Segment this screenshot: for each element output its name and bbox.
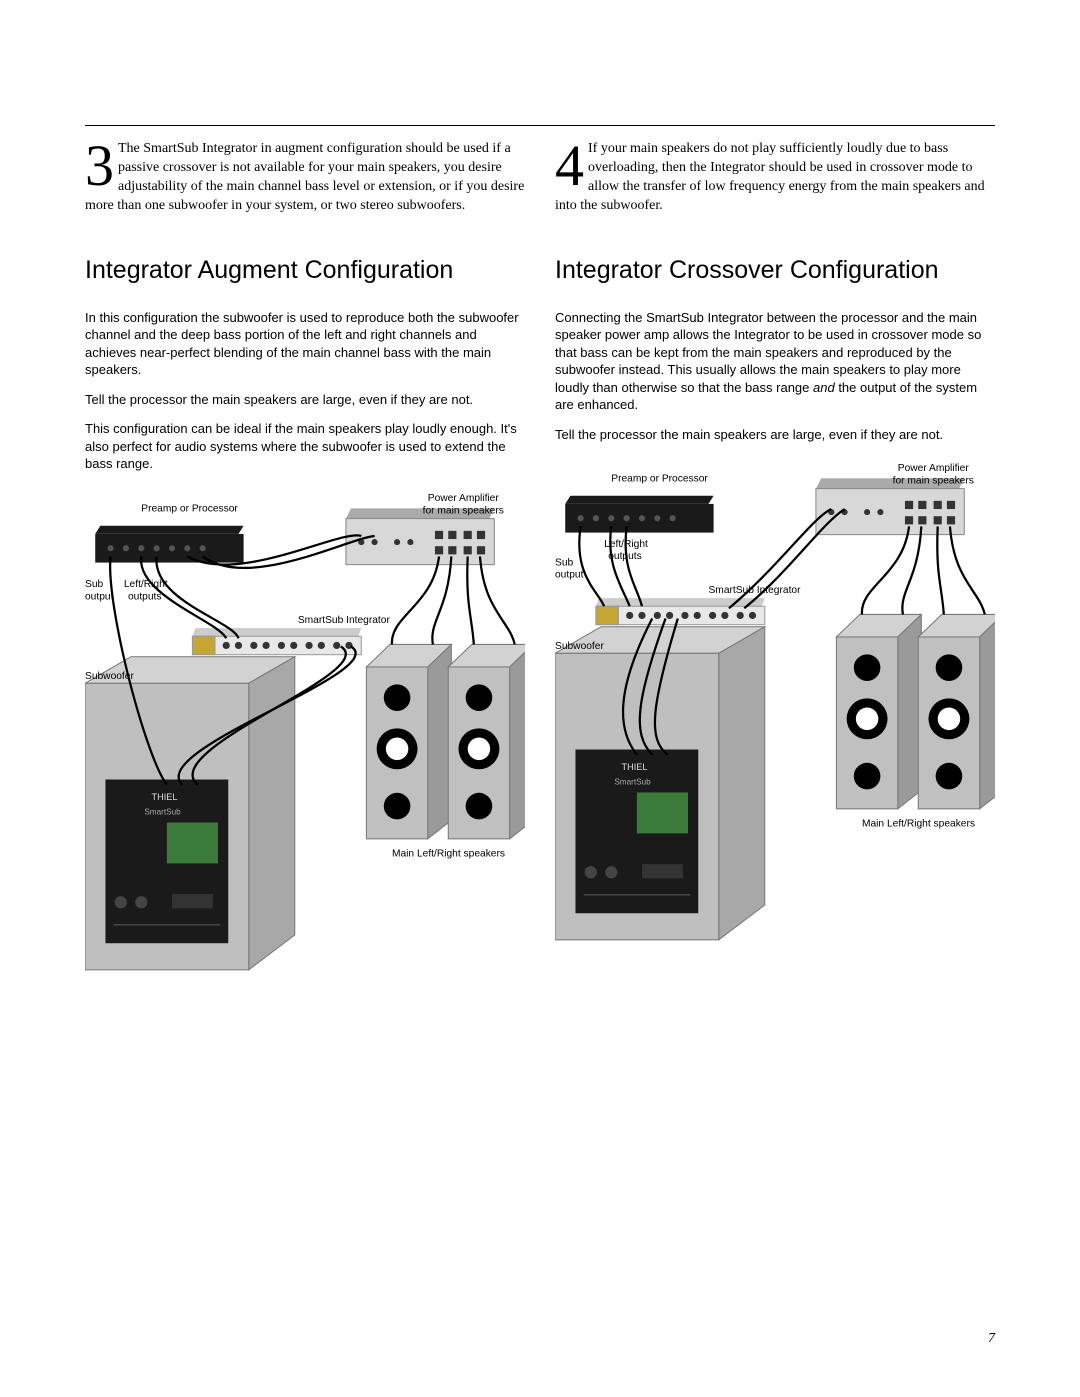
left-para-3: This configuration can be ideal if the m… [85, 420, 525, 473]
svg-text:SmartSub Integrator: SmartSub Integrator [708, 585, 801, 596]
diagram-crossover: Preamp or Processor Power Amplifier for … [555, 463, 995, 954]
svg-text:Power Amplifier: Power Amplifier [898, 464, 970, 475]
label-poweramp: Power Amplifier [428, 493, 500, 504]
right-para-1-italic: and [813, 380, 835, 395]
diagram-augment: Preamp or Processor Power Amplifier for … [85, 493, 525, 984]
left-column: 3 The SmartSub Integrator in augment con… [85, 140, 525, 984]
svg-text:for main speakers: for main speakers [893, 476, 974, 487]
svg-text:THIEL: THIEL [152, 792, 178, 802]
drop-cap-4: 4 [555, 146, 584, 187]
title-augment: Integrator Augment Configuration [85, 256, 525, 285]
intro-right: 4 If your main speakers do not play suff… [555, 140, 995, 216]
svg-text:Preamp or Processor: Preamp or Processor [611, 474, 708, 485]
svg-text:output: output [85, 591, 114, 602]
page-content: 3 The SmartSub Integrator in augment con… [85, 140, 995, 984]
svg-text:SmartSub: SmartSub [614, 778, 651, 787]
intro-left-text: The SmartSub Integrator in augment confi… [85, 141, 524, 213]
left-para-1: In this configuration the subwoofer is u… [85, 309, 525, 379]
svg-text:Left/Right: Left/Right [124, 579, 168, 590]
svg-text:Main Left/Right speakers: Main Left/Right speakers [862, 819, 975, 830]
label-integrator: SmartSub Integrator [298, 615, 391, 626]
svg-text:output: output [555, 570, 584, 581]
label-poweramp2: for main speakers [423, 505, 504, 516]
right-para-1: Connecting the SmartSub Integrator betwe… [555, 309, 995, 414]
label-mains: Main Left/Right speakers [392, 848, 505, 859]
left-para-2: Tell the processor the main speakers are… [85, 391, 525, 409]
page-number: 7 [988, 1331, 995, 1347]
label-preamp: Preamp or Processor [141, 503, 238, 514]
svg-text:Subwoofer: Subwoofer [555, 642, 604, 653]
svg-text:THIEL: THIEL [622, 762, 648, 772]
right-column: 4 If your main speakers do not play suff… [555, 140, 995, 984]
horizontal-rule [85, 125, 995, 126]
svg-text:outputs: outputs [128, 591, 162, 602]
intro-right-text: If your main speakers do not play suffic… [555, 141, 985, 213]
svg-text:Sub: Sub [85, 579, 103, 590]
right-para-2: Tell the processor the main speakers are… [555, 426, 995, 444]
drop-cap-3: 3 [85, 146, 114, 187]
svg-text:Sub: Sub [555, 558, 573, 569]
title-crossover: Integrator Crossover Configuration [555, 256, 995, 285]
svg-text:SmartSub: SmartSub [144, 807, 181, 816]
intro-left: 3 The SmartSub Integrator in augment con… [85, 140, 525, 216]
